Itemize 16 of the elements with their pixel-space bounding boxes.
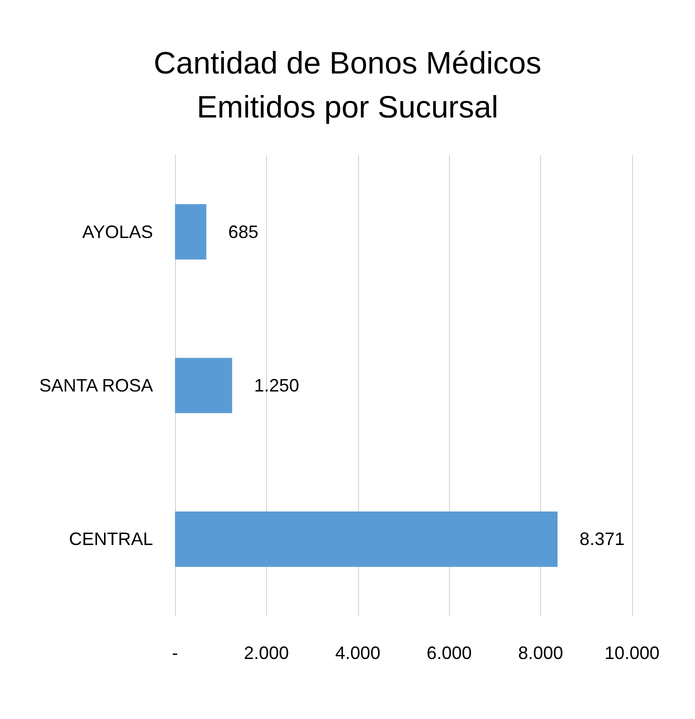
x-tick-label: - bbox=[172, 643, 178, 663]
x-tick-label: 4.000 bbox=[335, 643, 380, 663]
x-tick-label: 2.000 bbox=[244, 643, 289, 663]
chart-title: Cantidad de Bonos Médicos Emitidos por Sucursal bbox=[154, 46, 542, 124]
data-label: 8.371 bbox=[580, 529, 625, 550]
x-tick-label: 8.000 bbox=[518, 643, 564, 663]
bar bbox=[175, 512, 558, 567]
data-label: 1.250 bbox=[254, 376, 300, 396]
data-label: 685 bbox=[228, 222, 258, 242]
x-tick-label: 10.000 bbox=[604, 643, 660, 663]
y-tick-label: CENTRAL bbox=[68, 529, 153, 550]
bar bbox=[175, 358, 232, 414]
y-tick-label: SANTA ROSA bbox=[39, 376, 153, 396]
bar bbox=[175, 204, 206, 260]
y-tick-label: AYOLAS bbox=[82, 222, 153, 242]
x-tick-label: 6.000 bbox=[426, 643, 472, 663]
